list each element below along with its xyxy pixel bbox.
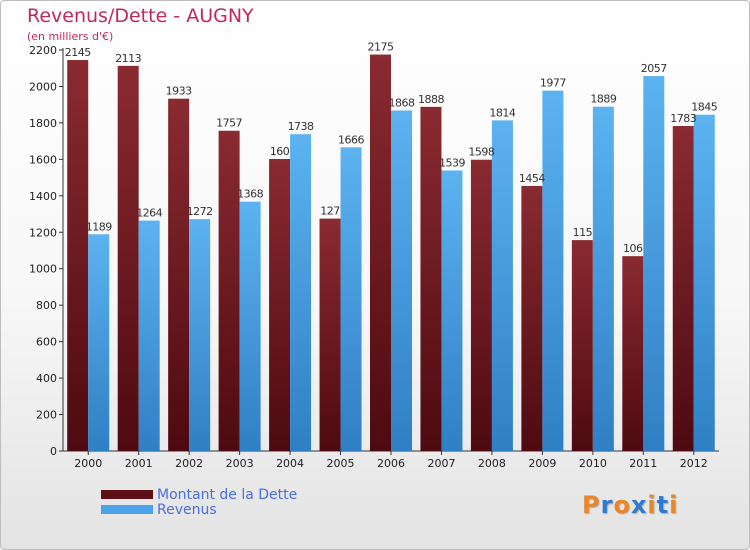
bar-debt: [672, 126, 694, 452]
data-label-revenus: 1666: [338, 133, 364, 146]
legend-item-revenus: Revenus: [101, 501, 297, 518]
data-label-debt: 1454: [519, 172, 545, 185]
x-tick-label: 2007: [427, 457, 455, 470]
y-tick-label: 1800: [29, 117, 57, 130]
bar-revenus: [138, 220, 160, 451]
bar-revenus: [441, 170, 463, 451]
y-tick-label: 2000: [29, 80, 57, 93]
x-tick-label: 2012: [680, 457, 708, 470]
x-tick-label: 2002: [175, 457, 203, 470]
proxiti-logo: Proxiti: [582, 491, 678, 519]
data-label-revenus: 1539: [439, 156, 465, 169]
data-label-revenus: 1889: [590, 93, 616, 106]
legend-swatch-debt: [101, 490, 153, 499]
y-tick-label: 1200: [29, 226, 57, 239]
y-tick-label: 1400: [29, 190, 57, 203]
bar-debt: [622, 256, 644, 451]
x-tick-label: 2006: [377, 457, 405, 470]
bar-debt: [521, 185, 543, 451]
x-tick-label: 2008: [478, 457, 506, 470]
x-tick-label: 2000: [74, 457, 102, 470]
data-label-debt: 1888: [418, 93, 444, 106]
bar-revenus: [693, 114, 715, 451]
data-label-revenus: 1738: [288, 120, 314, 133]
x-tick-label: 2004: [276, 457, 304, 470]
data-label-revenus: 1272: [187, 205, 213, 218]
bar-revenus: [592, 106, 614, 451]
x-tick-label: 2001: [125, 457, 153, 470]
data-label-debt: 2175: [368, 41, 394, 54]
y-tick-label: 1000: [29, 263, 57, 276]
data-label-debt: 115: [573, 226, 593, 239]
data-label-revenus: 1189: [86, 220, 112, 233]
data-label-debt: 2145: [65, 46, 91, 59]
data-label-revenus: 1845: [691, 101, 717, 114]
logo-letter: i: [669, 491, 679, 519]
bar-revenus: [391, 110, 412, 452]
data-label-revenus: 1264: [136, 207, 162, 220]
bar-revenus: [340, 147, 362, 452]
bar-debt: [218, 130, 240, 451]
data-label-debt: 2113: [115, 52, 141, 65]
logo-letter: P: [582, 491, 601, 519]
logo-letter: x: [630, 491, 648, 519]
data-label-revenus: 1868: [389, 97, 415, 110]
logo-letter: r: [600, 491, 614, 519]
bar-debt: [168, 98, 190, 452]
logo-letter: i: [647, 491, 657, 519]
data-label-debt: 1598: [468, 146, 494, 159]
x-tick-label: 2011: [629, 457, 657, 470]
chart-title: Revenus/Dette - AUGNY: [27, 5, 254, 27]
data-label-debt: 127: [320, 205, 340, 218]
y-tick-label: 600: [36, 336, 57, 349]
data-label-debt: 1757: [216, 117, 242, 130]
y-tick-label: 400: [36, 372, 57, 385]
bar-debt: [370, 54, 391, 451]
bar-debt: [67, 60, 89, 452]
logo-letter: o: [613, 491, 631, 519]
legend-label-revenus: Revenus: [157, 501, 217, 518]
data-label-debt: 160: [270, 145, 290, 158]
bar-debt: [117, 65, 139, 451]
legend-swatch-revenus: [101, 505, 153, 514]
bar-revenus: [643, 76, 665, 451]
data-label-revenus: 1814: [489, 106, 515, 119]
chart-legend: Montant de la Dette Revenus: [101, 486, 298, 518]
data-label-revenus: 2057: [641, 62, 667, 75]
x-tick-label: 2010: [579, 457, 607, 470]
data-label-revenus: 1368: [237, 188, 263, 201]
data-label-debt: 1933: [166, 85, 192, 98]
bar-revenus: [88, 234, 110, 451]
legend-label-debt: Montant de la Dette: [157, 486, 298, 503]
bar-debt: [470, 159, 492, 451]
x-tick-label: 2005: [327, 457, 355, 470]
bar-revenus: [491, 120, 513, 451]
x-tick-label: 2003: [226, 457, 254, 470]
data-label-debt: 106: [623, 242, 643, 255]
chart-subtitle: (en milliers d'€): [27, 30, 114, 43]
bar-revenus: [239, 201, 261, 451]
data-label-revenus: 1977: [540, 77, 566, 90]
y-tick-label: 2200: [29, 44, 57, 57]
data-label-debt: 1783: [670, 112, 696, 125]
bar-revenus: [290, 134, 312, 451]
bar-debt: [420, 106, 442, 452]
y-tick-label: 0: [50, 445, 57, 458]
bar-revenus: [542, 90, 564, 451]
logo-letter: t: [656, 491, 670, 519]
bar-debt: [319, 218, 341, 451]
x-tick-label: 2009: [528, 457, 556, 470]
y-tick-label: 200: [36, 409, 57, 422]
bar-debt: [269, 158, 291, 451]
legend-item-debt: Montant de la Dette: [101, 486, 298, 503]
y-tick-label: 1600: [29, 153, 57, 166]
bar-revenus: [189, 219, 211, 451]
bar-debt: [571, 240, 593, 451]
y-tick-label: 800: [36, 299, 57, 312]
